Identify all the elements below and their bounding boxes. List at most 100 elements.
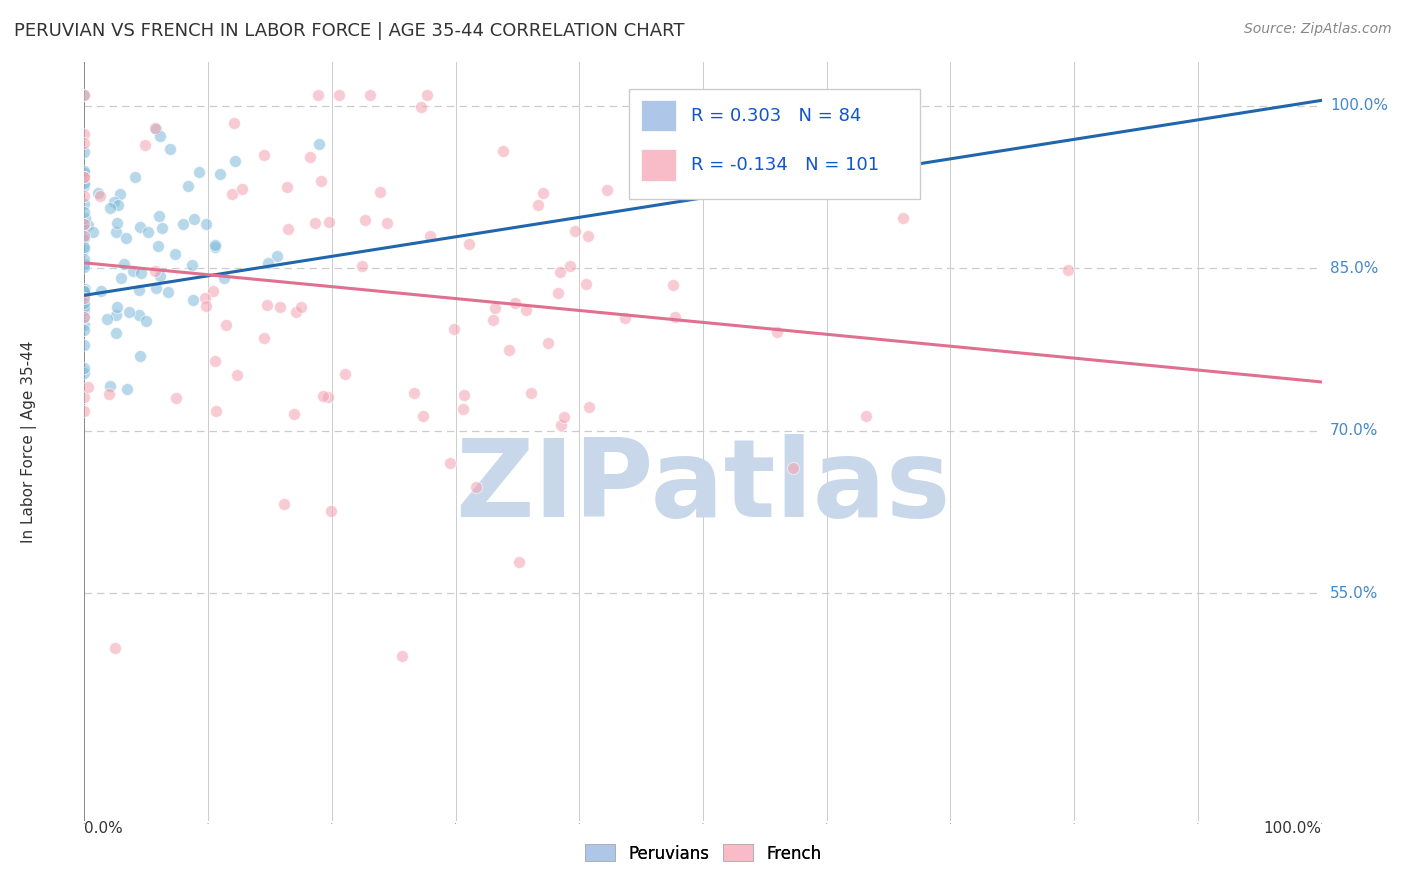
Peruvians xyxy=(181,258,204,272)
French xyxy=(575,277,598,291)
French xyxy=(855,409,877,423)
Text: 100.0%: 100.0% xyxy=(1264,821,1322,836)
French xyxy=(283,407,305,421)
Peruvians xyxy=(128,219,150,234)
French xyxy=(458,237,481,252)
French xyxy=(453,388,475,402)
French xyxy=(402,386,425,401)
French xyxy=(97,387,120,401)
Peruvians xyxy=(149,128,172,143)
Peruvians xyxy=(82,225,104,239)
Peruvians xyxy=(73,211,96,225)
French xyxy=(492,144,515,158)
French xyxy=(335,368,357,382)
French xyxy=(662,277,685,292)
Peruvians xyxy=(105,326,128,341)
French xyxy=(368,186,391,200)
French xyxy=(194,299,217,313)
French xyxy=(766,326,789,340)
French xyxy=(104,641,127,656)
Peruvians xyxy=(117,382,139,396)
Peruvians xyxy=(122,264,145,278)
Peruvians xyxy=(73,366,96,380)
Peruvians xyxy=(124,170,146,185)
French xyxy=(730,144,752,158)
French xyxy=(134,137,156,152)
Peruvians xyxy=(73,242,96,256)
FancyBboxPatch shape xyxy=(628,89,920,199)
Peruvians xyxy=(204,240,226,254)
Peruvians xyxy=(149,268,172,283)
French xyxy=(578,400,600,414)
Peruvians xyxy=(128,283,150,297)
French xyxy=(73,390,96,404)
French xyxy=(73,310,96,324)
Text: ZIPatlas: ZIPatlas xyxy=(456,434,950,540)
Text: 55.0%: 55.0% xyxy=(1330,586,1378,600)
French xyxy=(550,417,572,432)
French xyxy=(73,169,96,184)
Peruvians xyxy=(128,309,150,323)
Peruvians xyxy=(87,186,110,201)
Peruvians xyxy=(73,300,96,314)
Peruvians xyxy=(73,221,96,235)
Peruvians xyxy=(110,271,132,285)
French xyxy=(73,404,96,418)
Peruvians xyxy=(77,218,100,232)
Peruvians xyxy=(118,305,141,319)
French xyxy=(307,87,329,102)
Peruvians xyxy=(73,240,96,254)
Peruvians xyxy=(208,167,231,181)
Peruvians xyxy=(136,225,159,239)
Peruvians xyxy=(103,194,125,209)
Peruvians xyxy=(73,230,96,244)
French xyxy=(319,504,342,518)
Peruvians xyxy=(148,210,170,224)
Peruvians xyxy=(129,349,152,363)
French xyxy=(443,322,465,336)
French xyxy=(73,229,96,244)
French xyxy=(73,136,96,150)
French xyxy=(231,181,253,195)
Peruvians xyxy=(73,145,96,160)
Peruvians xyxy=(73,338,96,352)
French xyxy=(548,265,571,279)
Peruvians xyxy=(73,196,96,211)
French xyxy=(226,368,249,383)
Peruvians xyxy=(212,271,235,285)
French xyxy=(269,301,291,315)
Peruvians xyxy=(73,260,96,275)
French xyxy=(533,186,555,201)
French xyxy=(202,284,225,298)
French xyxy=(73,291,96,305)
Peruvians xyxy=(73,295,96,310)
FancyBboxPatch shape xyxy=(641,100,676,131)
Peruvians xyxy=(73,310,96,324)
French xyxy=(484,301,506,315)
French xyxy=(439,456,461,470)
Peruvians xyxy=(73,164,96,178)
French xyxy=(205,403,228,417)
French xyxy=(318,214,340,228)
Text: 100.0%: 100.0% xyxy=(1330,98,1388,113)
Text: R = -0.134   N = 101: R = -0.134 N = 101 xyxy=(690,156,879,174)
Peruvians xyxy=(131,266,153,280)
Peruvians xyxy=(172,217,194,231)
Peruvians xyxy=(73,284,96,298)
French xyxy=(664,310,686,325)
Peruvians xyxy=(73,176,96,190)
French xyxy=(353,212,375,227)
French xyxy=(359,87,381,102)
French xyxy=(252,331,274,345)
French xyxy=(76,380,98,394)
Peruvians xyxy=(110,187,132,202)
French xyxy=(465,480,488,494)
French xyxy=(312,389,335,403)
Peruvians xyxy=(73,166,96,180)
French xyxy=(515,303,537,318)
Peruvians xyxy=(146,239,169,253)
French xyxy=(276,222,298,236)
French xyxy=(276,179,298,194)
French xyxy=(1057,263,1080,277)
Text: Source: ZipAtlas.com: Source: ZipAtlas.com xyxy=(1244,22,1392,37)
